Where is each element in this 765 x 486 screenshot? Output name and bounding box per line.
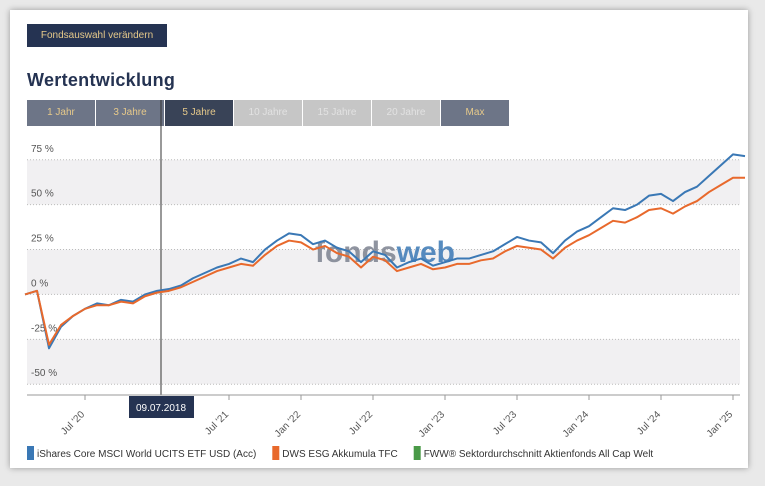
y-tick-label: 75 % [31, 144, 54, 155]
legend-label: iShares Core MSCI World UCITS ETF USD (A… [37, 449, 256, 460]
grid-band [27, 249, 740, 295]
series-line [24, 176, 745, 346]
x-tick-label: Jul '23 [491, 409, 519, 437]
x-tick-label: Jan '22 [273, 409, 304, 440]
tab: 15 Jahre [303, 100, 371, 126]
y-tick-label: -50 % [31, 368, 57, 379]
grid-band [27, 339, 740, 385]
x-tick-label: Jul '24 [635, 409, 663, 437]
series-line [24, 153, 746, 350]
period-tabs: 1 Jahr 3 Jahre 5 Jahre 10 Jahre 15 Jahre… [27, 100, 510, 126]
legend-swatch [413, 446, 421, 460]
legend-swatch [272, 446, 280, 460]
legend-swatch [27, 446, 34, 460]
x-tick-label: Jul '22 [347, 409, 375, 437]
tooltip: 09.07.2018 [136, 403, 186, 414]
y-tick-label: 50 % [31, 189, 54, 200]
change-fund-button[interactable]: Fondsauswahl verändern [27, 24, 167, 47]
section-title: Wertentwicklung [27, 70, 176, 90]
y-tick-label: 25 % [31, 234, 54, 245]
tab: 20 Jahre [372, 100, 440, 126]
tab[interactable]: Max [441, 100, 509, 126]
tab[interactable]: 3 Jahre [96, 100, 164, 126]
y-tick-label: 0 % [31, 278, 48, 289]
tooltip-box [129, 396, 194, 418]
x-tick-label: Jan '25 [705, 409, 736, 440]
panel: Fondsauswahl verändern Wertentwicklung 1… [10, 10, 748, 468]
x-tick-label: Jul '20 [59, 409, 87, 437]
tab: 10 Jahre [234, 100, 302, 126]
x-tick-label: Jan '24 [561, 409, 592, 440]
tab[interactable]: 1 Jahr [27, 100, 95, 126]
x-tick-label: Jul '21 [203, 409, 231, 437]
grid-band [27, 159, 740, 205]
legend-label: FWW® Sektordurchschnitt Aktienfonds All … [424, 449, 654, 460]
x-tick-label: Jan '23 [417, 409, 448, 440]
tab[interactable]: 5 Jahre [165, 100, 233, 126]
legend-label: DWS ESG Akkumula TFC [282, 449, 397, 460]
